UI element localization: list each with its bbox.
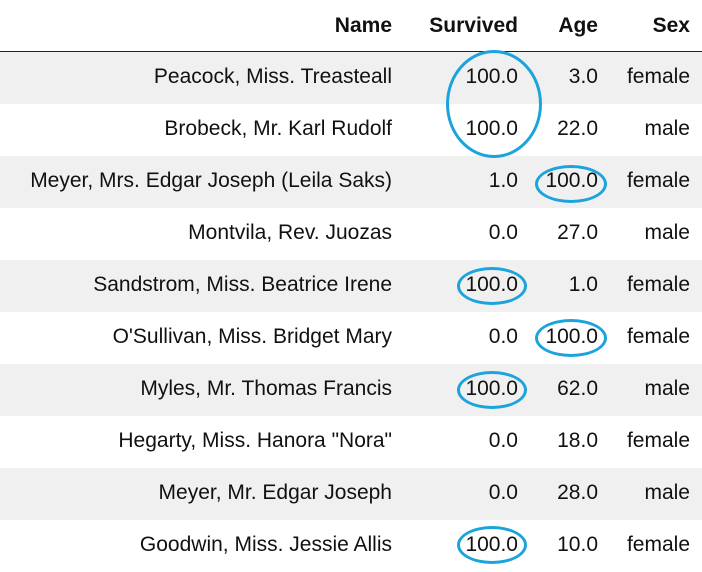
cell-age: 18.0 (557, 429, 598, 452)
cell-name: Montvila, Rev. Juozas (188, 221, 392, 244)
table-row: Peacock, Miss. Treasteall 100.0 3.0 fema… (0, 52, 702, 104)
cell-sex: male (644, 481, 690, 504)
table-header: Name Survived Age Sex (0, 0, 702, 52)
cell-age: 100.0 (545, 169, 598, 192)
table-row: Meyer, Mr. Edgar Joseph 0.0 28.0 male (0, 468, 702, 520)
table-row: Goodwin, Miss. Jessie Allis 100.0 10.0 f… (0, 520, 702, 572)
cell-sex: male (644, 221, 690, 244)
cell-age: 3.0 (568, 65, 598, 88)
cell-survived: 100.0 (465, 377, 518, 400)
header-sex: Sex (652, 14, 690, 37)
cell-survived: 100.0 (465, 273, 518, 296)
cell-sex: male (644, 377, 690, 400)
cell-sex: male (644, 117, 690, 140)
cell-name: O'Sullivan, Miss. Bridget Mary (112, 325, 392, 348)
cell-survived: 100.0 (465, 533, 518, 556)
table-row: O'Sullivan, Miss. Bridget Mary 0.0 100.0… (0, 312, 702, 364)
cell-age: 62.0 (557, 377, 598, 400)
cell-name: Hegarty, Miss. Hanora "Nora" (118, 429, 392, 452)
cell-sex: female (626, 169, 690, 192)
cell-name: Goodwin, Miss. Jessie Allis (139, 533, 392, 556)
cell-survived: 0.0 (488, 481, 518, 504)
cell-sex: female (626, 273, 690, 296)
table-row: Montvila, Rev. Juozas 0.0 27.0 male (0, 208, 702, 260)
cell-age: 22.0 (557, 117, 598, 140)
cell-survived: 0.0 (488, 221, 518, 244)
cell-survived: 1.0 (488, 169, 518, 192)
cell-name: Myles, Mr. Thomas Francis (140, 377, 392, 400)
cell-name: Brobeck, Mr. Karl Rudolf (164, 117, 392, 140)
table-row: Sandstrom, Miss. Beatrice Irene 100.0 1.… (0, 260, 702, 312)
header-survived: Survived (429, 14, 518, 37)
cell-survived: 0.0 (488, 429, 518, 452)
cell-name: Peacock, Miss. Treasteall (153, 65, 392, 88)
cell-age: 100.0 (545, 325, 598, 348)
cell-age: 28.0 (557, 481, 598, 504)
table-row: Myles, Mr. Thomas Francis 100.0 62.0 mal… (0, 364, 702, 416)
table-row: Brobeck, Mr. Karl Rudolf 100.0 22.0 male (0, 104, 702, 156)
table-row: Meyer, Mrs. Edgar Joseph (Leila Saks) 1.… (0, 156, 702, 208)
cell-sex: female (626, 533, 690, 556)
table-row: Hegarty, Miss. Hanora "Nora" 0.0 18.0 fe… (0, 416, 702, 468)
cell-age: 1.0 (568, 273, 598, 296)
cell-sex: female (626, 65, 690, 88)
header-age: Age (558, 14, 598, 37)
cell-survived: 100.0 (465, 117, 518, 140)
cell-name: Sandstrom, Miss. Beatrice Irene (93, 273, 392, 296)
cell-sex: female (626, 429, 690, 452)
cell-survived: 0.0 (488, 325, 518, 348)
header-name: Name (334, 14, 392, 37)
cell-name: Meyer, Mrs. Edgar Joseph (Leila Saks) (30, 169, 392, 192)
cell-age: 10.0 (557, 533, 598, 556)
cell-age: 27.0 (557, 221, 598, 244)
cell-survived: 100.0 (465, 65, 518, 88)
cell-sex: female (626, 325, 690, 348)
cell-name: Meyer, Mr. Edgar Joseph (158, 481, 392, 504)
